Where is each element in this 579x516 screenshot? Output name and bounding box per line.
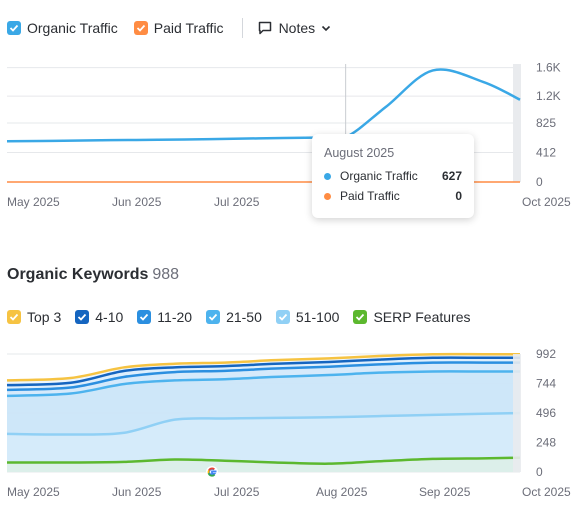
y-tick-label: 412 (536, 146, 556, 160)
tooltip-row-paid: Paid Traffic 0 (324, 189, 462, 203)
tooltip-value: 0 (455, 189, 462, 203)
legend-label: Paid Traffic (153, 20, 224, 36)
paid-dot-icon (324, 192, 331, 200)
checkbox-icon[interactable] (7, 21, 21, 35)
x-tick-label: Sep 2025 (419, 485, 471, 499)
tooltip-value: 627 (441, 169, 462, 183)
section-title: Organic Keywords 988 (7, 266, 179, 284)
legend-label: Top 3 (27, 309, 62, 325)
legend-label: Organic Traffic (27, 20, 118, 36)
legend-label: SERP Features (373, 309, 471, 325)
21-50-line (6, 370, 520, 398)
checkbox-icon[interactable] (133, 21, 148, 35)
divider (241, 18, 243, 38)
legend-organic-traffic[interactable]: Organic Traffic (7, 20, 118, 36)
organic-dot-icon (324, 172, 331, 180)
keywords-count: 988 (152, 266, 180, 283)
legend-top-3[interactable]: Top 3 (7, 309, 61, 325)
legend-4-10[interactable]: 4-10 (75, 309, 123, 325)
checkbox-icon[interactable] (7, 310, 21, 324)
legend-label: 21-50 (226, 309, 262, 325)
keywords-legend: Top 3 4-10 11-20 21-50 51-100 SERP Features (7, 309, 484, 325)
legend-serp-features[interactable]: SERP Features (353, 309, 470, 325)
keywords-title: Organic Keywords (7, 266, 149, 283)
tooltip-title: August 2025 (324, 146, 395, 160)
google-g-red (208, 467, 215, 471)
notes-label: Notes (278, 20, 316, 36)
legend-label: 51-100 (295, 309, 340, 325)
y-tick-label: 1.2K (536, 89, 561, 103)
chart-tooltip: August 2025 Organic Traffic 627 Paid Tra… (312, 134, 474, 218)
serp-features-line (6, 456, 521, 465)
legend-11-20[interactable]: 11-20 (137, 309, 192, 325)
y-tick-label: 744 (536, 377, 556, 391)
scroll-strip (513, 64, 521, 182)
tooltip-label: Organic Traffic (340, 169, 418, 183)
checkbox-icon[interactable] (75, 310, 90, 324)
notes-button[interactable]: Notes (257, 20, 340, 36)
y-tick-label: 0 (536, 465, 543, 479)
x-tick-label: Oct 2025 (522, 485, 571, 499)
x-tick-label: Jul 2025 (214, 195, 260, 209)
x-tick-label: Jun 2025 (112, 195, 162, 209)
legend-paid-traffic[interactable]: Paid Traffic (133, 20, 224, 36)
y-tick-label: 825 (536, 116, 556, 130)
traffic-chart[interactable]: 1.6K 1.2K 825 412 0 May 2025 Jun 2025 Jul 2025 O… (0, 52, 579, 212)
x-tick-label: Jul 2025 (214, 485, 260, 499)
checkbox-icon[interactable] (353, 310, 368, 324)
organic-traffic-line (6, 68, 521, 143)
legend-21-50[interactable]: 21-50 (206, 309, 262, 325)
google-icon[interactable] (206, 466, 218, 478)
x-tick-label: Oct 2025 (522, 195, 571, 209)
google-g-green (207, 472, 216, 477)
x-tick-label: Jun 2025 (112, 485, 162, 499)
51-100-line (6, 411, 521, 436)
4-10-line (6, 356, 520, 387)
51-100-area (7, 413, 520, 472)
legend-51-100[interactable]: 51-100 (275, 309, 340, 325)
y-tick-label: 248 (536, 436, 556, 450)
tooltip-label: Paid Traffic (340, 189, 400, 203)
traffic-legend: Organic Traffic Paid Traffic Notes (7, 18, 339, 38)
keywords-chart[interactable]: 992 744 496 248 0 May 2025 Jun 2025 Jul 2025 Aug… (0, 342, 579, 510)
legend-label: 4-10 (95, 309, 124, 325)
checkbox-icon[interactable] (137, 310, 152, 324)
checkbox-icon[interactable] (206, 310, 221, 324)
legend-label: 11-20 (157, 309, 193, 325)
y-tick-label: 496 (536, 406, 556, 420)
chevron-down-icon (322, 25, 331, 32)
scroll-strip (513, 354, 521, 472)
tooltip-row-organic: Organic Traffic 627 (324, 169, 462, 183)
x-tick-label: Aug 2025 (316, 485, 368, 499)
y-tick-label: 0 (536, 175, 543, 189)
speech-bubble-icon (258, 21, 271, 35)
y-tick-label: 1.6K (536, 61, 561, 75)
checkbox-icon[interactable] (275, 310, 290, 324)
x-tick-label: May 2025 (7, 485, 60, 499)
top-3-line (6, 352, 520, 382)
y-tick-label: 992 (536, 347, 556, 361)
x-tick-label: May 2025 (7, 195, 60, 209)
11-20-line (6, 361, 520, 392)
